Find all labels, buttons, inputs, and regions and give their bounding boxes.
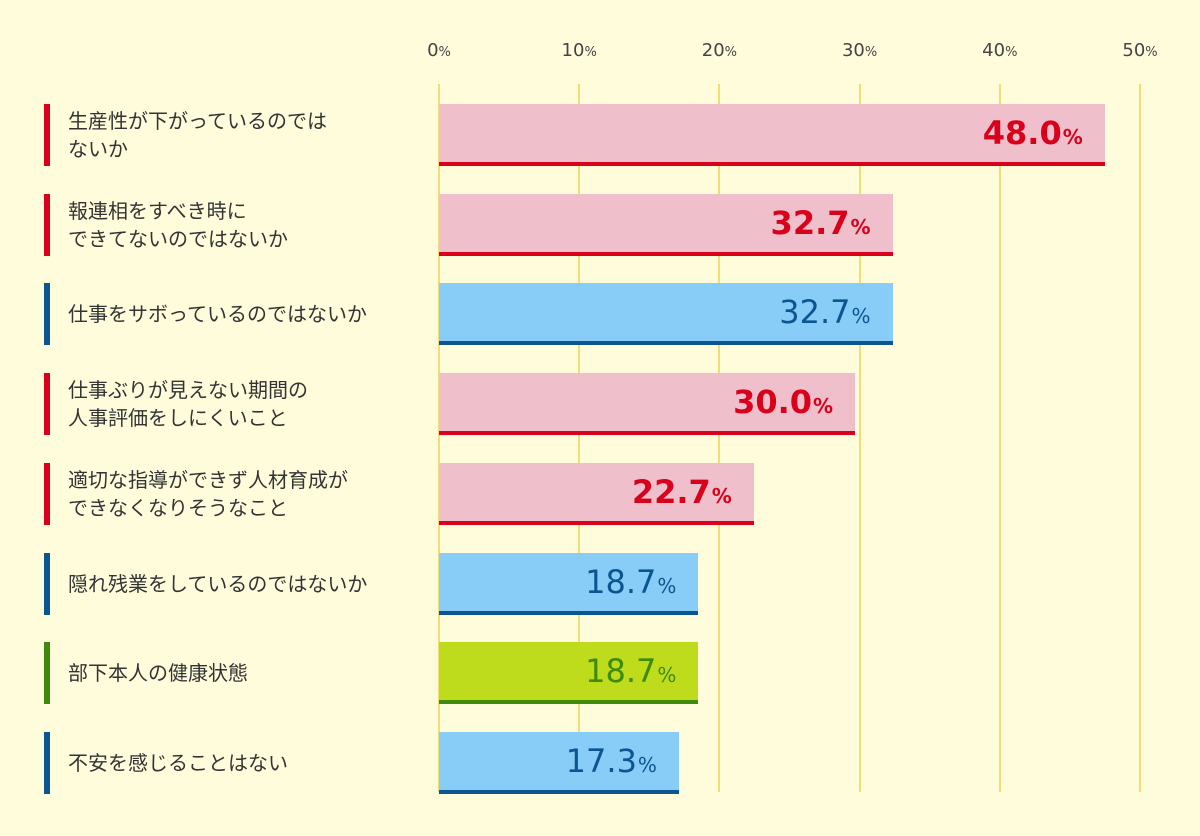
bar-row: 隠れ残業をしているのではないか 18.7% (0, 552, 1200, 615)
bar: 32.7% (439, 193, 893, 256)
category-label: 仕事ぶりが見えない期間の 人事評価をしにくいこと (68, 378, 308, 431)
tick-number: 40 (982, 40, 1006, 61)
gridline (998, 84, 1001, 792)
bar-baseline (439, 789, 679, 794)
data-label-unit: % (637, 752, 657, 777)
category-marker (44, 731, 50, 794)
category-label: 適切な指導ができず人材育成が できなくなりそうなこと (68, 467, 348, 520)
x-tick-label: 10% (562, 40, 597, 61)
x-tick-label: 30% (842, 40, 877, 61)
bar-row: 不安を感じることはない 17.3% (0, 731, 1200, 794)
tick-unit: % (438, 45, 451, 60)
gridline (718, 84, 721, 792)
data-label-unit: % (657, 663, 677, 688)
bar: 48.0% (439, 104, 1105, 166)
data-label-unit: % (711, 483, 732, 508)
bar: 18.7% (439, 642, 699, 705)
data-label-unit: % (850, 214, 871, 239)
gridline (438, 84, 440, 792)
bar: 18.7% (439, 552, 699, 615)
bar-baseline (439, 431, 856, 436)
tick-number: 20 (701, 40, 725, 61)
data-label-number: 22.7 (631, 472, 711, 511)
category-label: 仕事をサボっているのではないか (68, 302, 367, 327)
bar-baseline (439, 700, 699, 705)
tick-unit: % (724, 45, 738, 60)
bar-row: 部下本人の健康状態 18.7% (0, 642, 1200, 705)
bar-row: 生産性が下がっているのでは ないか 48.0% (0, 104, 1200, 166)
x-tick-label: 40% (982, 40, 1017, 61)
x-tick-label: 20% (702, 40, 737, 61)
data-label-unit: % (851, 304, 871, 329)
gridline (1139, 84, 1141, 792)
category-label: 不安を感じることはない (68, 750, 288, 775)
tick-unit: % (864, 45, 878, 60)
bar-baseline (439, 520, 754, 525)
data-label: 18.7% (585, 553, 676, 611)
data-label: 17.3% (566, 732, 657, 790)
data-label: 22.7% (632, 463, 732, 521)
bar-row: 適切な指導ができず人材育成が できなくなりそうなこと 22.7% (0, 462, 1200, 525)
bar-baseline (439, 162, 1105, 166)
data-label-number: 18.7 (585, 562, 657, 601)
category-marker (44, 193, 50, 256)
gridline (578, 84, 581, 792)
tick-number: 30 (841, 40, 865, 61)
bar-row: 仕事ぶりが見えない期間の 人事評価をしにくいこと 30.0% (0, 373, 1200, 436)
data-label: 32.7% (771, 194, 871, 252)
category-label: 生産性が下がっているのでは ないか (68, 109, 327, 161)
data-label-number: 32.7 (770, 203, 850, 242)
tick-number: 50 (1122, 40, 1146, 61)
x-tick-label: 0% (427, 40, 451, 61)
data-label-number: 48.0 (982, 114, 1062, 152)
category-marker (44, 552, 50, 615)
bar: 32.7% (439, 283, 893, 346)
tick-number: 10 (561, 40, 585, 61)
bar-baseline (439, 251, 893, 256)
tick-unit: % (584, 45, 597, 60)
bar: 30.0% (439, 373, 856, 436)
data-label-number: 18.7 (585, 652, 657, 691)
category-marker (44, 462, 50, 525)
category-marker (44, 104, 50, 166)
data-label-unit: % (657, 573, 677, 598)
data-label: 30.0% (733, 373, 833, 431)
bar-row: 報連相をすべき時に できてないのではないか 32.7% (0, 193, 1200, 256)
bar-row: 仕事をサボっているのではないか 32.7% (0, 283, 1200, 346)
tick-unit: % (1005, 45, 1018, 60)
x-tick-label: 50% (1122, 40, 1157, 61)
gridline (858, 84, 861, 792)
category-marker (44, 283, 50, 346)
tick-number: 0 (427, 40, 439, 61)
bar-baseline (439, 610, 699, 615)
data-label-unit: % (1062, 125, 1083, 149)
data-label-number: 30.0 (733, 383, 813, 422)
data-label-number: 32.7 (779, 293, 851, 332)
tick-unit: % (1145, 45, 1158, 60)
data-label: 18.7% (585, 642, 676, 700)
category-label: 部下本人の健康状態 (68, 661, 248, 686)
category-label: 隠れ残業をしているのではないか (68, 571, 368, 596)
data-label-number: 17.3 (565, 741, 637, 780)
bar: 22.7% (439, 462, 754, 525)
category-marker (44, 642, 50, 705)
data-label-unit: % (813, 394, 834, 419)
data-label: 48.0% (983, 104, 1083, 162)
data-label: 32.7% (779, 283, 870, 341)
bar: 17.3% (439, 731, 679, 794)
category-marker (44, 373, 50, 436)
category-label: 報連相をすべき時に できてないのではないか (68, 198, 288, 251)
bar-baseline (439, 341, 893, 346)
